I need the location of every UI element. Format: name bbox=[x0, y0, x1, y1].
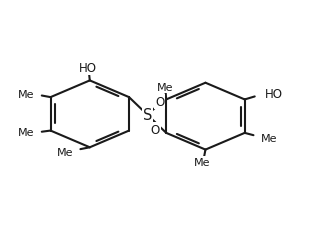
Text: Me: Me bbox=[261, 133, 278, 143]
Text: Me: Me bbox=[57, 148, 73, 158]
Text: Me: Me bbox=[18, 90, 34, 100]
Text: O: O bbox=[155, 96, 164, 109]
Text: Me: Me bbox=[18, 128, 34, 138]
Text: Me: Me bbox=[156, 83, 173, 93]
Text: HO: HO bbox=[265, 88, 283, 101]
Text: Me: Me bbox=[194, 158, 211, 167]
Text: HO: HO bbox=[79, 62, 97, 75]
Text: O: O bbox=[151, 123, 160, 136]
Text: S: S bbox=[143, 108, 152, 123]
